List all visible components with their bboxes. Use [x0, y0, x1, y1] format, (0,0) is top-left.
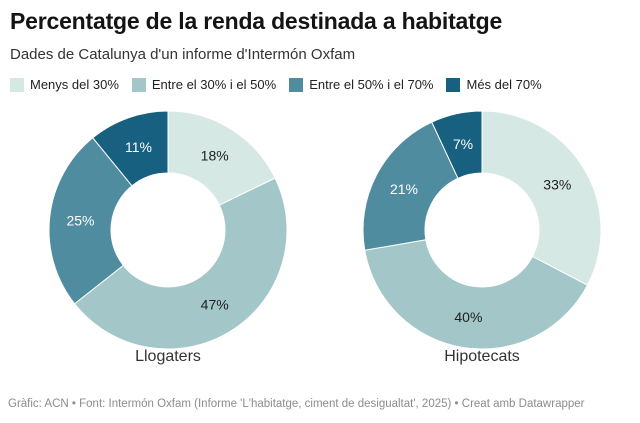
donut-slice-hipotecats-0: [481, 110, 602, 286]
donut-slice-label: 40%: [454, 309, 482, 325]
donut-slice-label: 33%: [543, 176, 571, 192]
legend-swatch-icon: [10, 77, 24, 92]
donut-slice-label: 25%: [66, 212, 94, 228]
legend-swatch-icon: [446, 77, 461, 92]
legend-label: Entre el 30% i el 50%: [151, 77, 277, 93]
donut-slice-hipotecats-1: [364, 239, 588, 350]
legend-item-1: Entre el 30% i el 50%: [131, 77, 277, 93]
legend-item-2: Entre el 50% i el 70%: [289, 77, 433, 92]
donut-slice-label: 18%: [201, 147, 229, 163]
legend-swatch-icon: [131, 77, 146, 92]
chart-title: Percentatge de la renda destinada a habi…: [10, 8, 503, 34]
chart-footer: Gràfic: ACN • Font: Intermón Oxfam (Info…: [8, 398, 585, 410]
legend-label: Entre el 50% i el 70%: [309, 77, 434, 93]
donut-slice-llogaters-3: [92, 110, 169, 187]
donut-slice-label: 7%: [453, 136, 473, 152]
legend-item-3: Més del 70%: [446, 77, 542, 93]
legend: Menys del 30% Entre el 30% i el 50% Entre …: [10, 77, 630, 92]
donut-slice-llogaters-1: [74, 177, 288, 350]
donut-slice-hipotecats-3: [431, 110, 483, 179]
donut-slice-llogaters-0: [167, 110, 276, 206]
legend-label: Més del 70%: [466, 77, 542, 93]
chart-subtitle: Dades de Catalunya d'un informe d'Interm…: [10, 45, 356, 63]
donut-caption-hipotecats: Hipotecats: [444, 348, 520, 365]
donut-slice-label: 11%: [125, 139, 152, 155]
donut-slice-llogaters-2: [48, 137, 133, 305]
donut-caption-llogaters: Llogaters: [135, 348, 201, 365]
donut-slice-label: 21%: [390, 181, 418, 197]
legend-label: Menys del 30%: [30, 77, 119, 93]
legend-item-0: Menys del 30%: [10, 77, 119, 92]
donut-slice-hipotecats-2: [362, 121, 459, 251]
donut-slice-label: 47%: [201, 297, 229, 313]
legend-swatch-icon: [289, 77, 304, 92]
